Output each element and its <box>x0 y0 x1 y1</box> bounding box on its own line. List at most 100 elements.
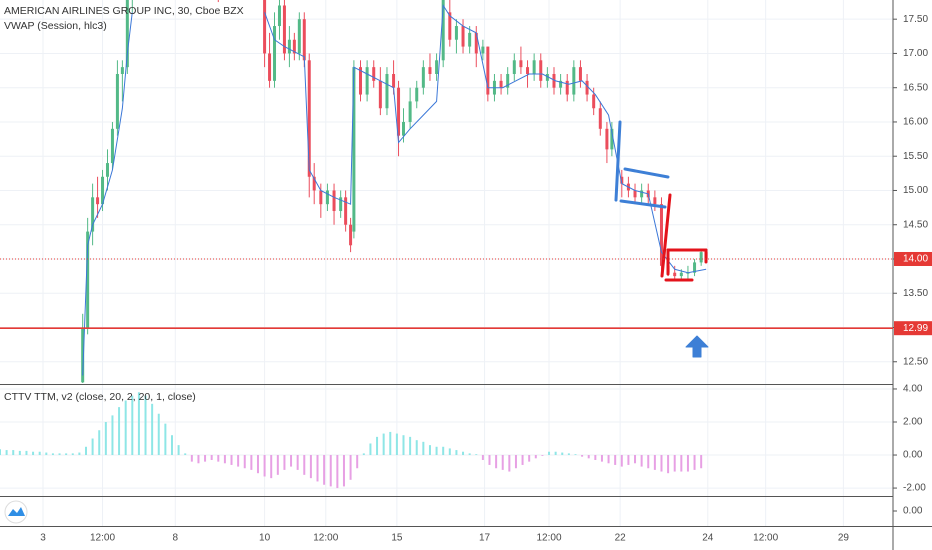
histogram-bar <box>309 455 312 479</box>
histogram-bar <box>627 455 630 465</box>
candle-body <box>110 128 114 164</box>
histogram-bar <box>210 455 213 460</box>
histogram-bar <box>256 455 259 474</box>
histogram-bar <box>290 455 293 467</box>
histogram-bar <box>382 433 385 456</box>
candle-body <box>659 204 663 266</box>
logo <box>4 500 28 524</box>
histogram-bar <box>91 438 94 456</box>
candle-body <box>319 190 323 205</box>
price-pane <box>81 0 708 383</box>
arrow-up <box>685 335 709 358</box>
y-tick-label: 12.50 <box>903 356 928 367</box>
candle-body <box>339 197 343 212</box>
candle-body <box>287 39 291 54</box>
candle-body <box>101 176 105 205</box>
histogram-bar <box>647 455 650 469</box>
histogram-bar <box>581 455 584 457</box>
histogram-bar <box>65 453 68 456</box>
histogram-bar <box>448 448 451 456</box>
histogram-bar <box>283 455 286 470</box>
histogram-bar <box>51 453 54 456</box>
histogram-bar <box>528 455 531 462</box>
histogram-bar <box>131 395 134 456</box>
histogram-bar <box>409 436 412 456</box>
histogram-bar <box>640 455 643 467</box>
histogram-bar <box>402 435 405 456</box>
candle-body <box>585 80 589 95</box>
histogram-bar <box>673 455 676 472</box>
candle-body <box>344 197 348 225</box>
histogram-bar <box>541 455 544 456</box>
histogram-bar <box>58 453 61 456</box>
histogram-bar <box>18 450 21 456</box>
histogram-bar <box>455 450 458 456</box>
candle-body <box>349 224 353 246</box>
candle-body <box>81 327 85 383</box>
histogram-bar <box>700 455 703 469</box>
candle-body <box>378 80 382 109</box>
x-tick-label: 22 <box>615 533 627 544</box>
histogram-bar <box>468 453 471 456</box>
histogram-bar <box>204 455 207 462</box>
candle-body <box>312 176 316 191</box>
candle-body <box>277 5 281 27</box>
price-tag-label: 14.00 <box>903 254 928 265</box>
y-tick-label: 15.50 <box>903 151 928 162</box>
candle-body <box>559 80 563 88</box>
histogram-bar <box>243 455 246 469</box>
candle-body <box>302 19 306 61</box>
histogram-bar <box>356 455 359 469</box>
oscillator-title: CTTV TTM, v2 (close, 20, 2, 20, 1, close… <box>4 391 196 403</box>
candle-body <box>307 60 311 177</box>
x-tick-label: 15 <box>391 533 403 544</box>
histogram-bar <box>170 435 173 456</box>
x-tick-label: 12:00 <box>537 533 562 544</box>
y-tick-label: 16.50 <box>903 82 928 93</box>
candle-body <box>693 262 697 273</box>
candle-body <box>499 80 503 88</box>
histogram-bar <box>111 415 114 456</box>
candle-body <box>273 26 277 81</box>
candle-body <box>620 176 624 184</box>
x-tick-label: 12:00 <box>90 533 115 544</box>
candle-body <box>679 272 683 277</box>
histogram-bar <box>329 455 332 487</box>
histogram-bar <box>184 453 187 456</box>
drawn-line <box>623 167 670 179</box>
histogram-bar <box>263 455 266 477</box>
histogram-bar <box>389 431 392 456</box>
candle-body <box>359 67 363 95</box>
x-tick-label: 12:00 <box>313 533 338 544</box>
histogram-bar <box>587 455 590 459</box>
candle-body <box>552 73 556 88</box>
histogram-bar <box>395 433 398 456</box>
candle-body <box>120 67 124 74</box>
histogram-bar <box>177 445 180 456</box>
histogram-bar <box>5 450 8 456</box>
histogram-bar <box>157 413 160 456</box>
candle-body <box>673 272 677 277</box>
histogram-bar <box>594 455 597 460</box>
histogram-bar <box>362 453 365 456</box>
histogram-bar <box>514 455 517 469</box>
candle-body <box>605 128 609 150</box>
histogram-bar <box>349 455 352 480</box>
candle-body <box>421 67 425 88</box>
candle-body <box>268 53 272 81</box>
histogram-bar <box>25 450 28 456</box>
candle-body <box>545 73 549 81</box>
histogram-bar <box>607 455 610 464</box>
drawn-line <box>660 193 672 278</box>
histogram-bar <box>667 455 670 474</box>
candle-body <box>392 73 396 88</box>
histogram-bar <box>574 454 577 456</box>
candle-body <box>610 128 614 150</box>
candle-body <box>435 60 439 74</box>
y-tick-label: 17.50 <box>903 14 928 25</box>
histogram-bar <box>124 400 127 456</box>
histogram-bar <box>501 455 504 470</box>
histogram-bar <box>316 455 319 482</box>
candle-body <box>332 190 336 212</box>
